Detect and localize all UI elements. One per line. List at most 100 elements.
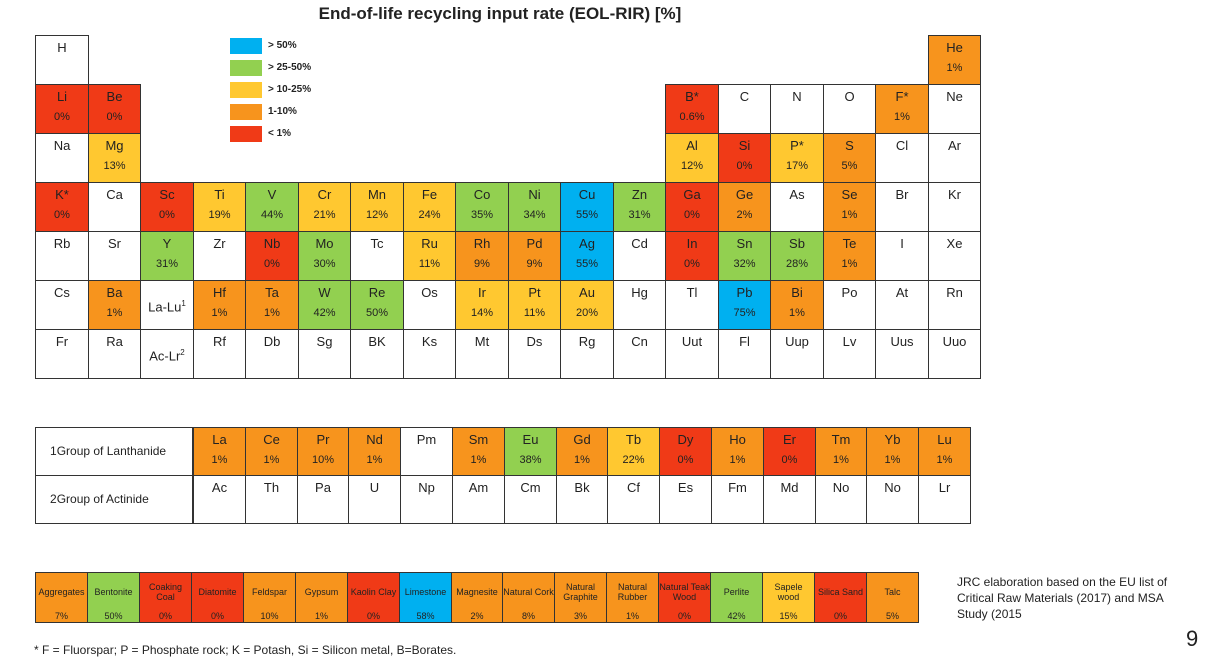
group-label-cell: 1Group of Lanthanide	[35, 427, 193, 476]
element-symbol: Po	[824, 285, 875, 300]
element-symbol: Kr	[929, 187, 980, 202]
element-cell: La 1%	[193, 427, 246, 476]
element-symbol-text: Ta	[265, 285, 279, 300]
material-name: Diatomite	[198, 586, 237, 597]
element-symbol-text: Er	[783, 432, 796, 447]
element-cell: Si 0%	[718, 133, 771, 183]
element-cell: Yb 1%	[866, 427, 919, 476]
element-symbol: Lr	[919, 480, 970, 495]
material-value: 5%	[885, 611, 899, 621]
material-name: Perlite	[723, 586, 750, 597]
element-symbol-text: Uus	[890, 334, 914, 349]
element-value: 19%	[208, 209, 231, 221]
element-symbol: Br	[876, 187, 928, 202]
element-symbol-text: Lv	[842, 334, 857, 349]
element-symbol: Cr	[299, 187, 350, 202]
element-symbol-text: Xe	[946, 236, 963, 251]
element-symbol: Uut	[666, 334, 718, 349]
element-symbol: Cs	[36, 285, 88, 300]
element-cell: Lr	[918, 475, 971, 524]
element-cell: Ar	[928, 133, 981, 183]
element-symbol: Pb	[719, 285, 770, 300]
element-symbol: Mo	[299, 236, 350, 251]
element-symbol: Lv	[824, 334, 875, 349]
element-symbol: Bk	[557, 480, 607, 495]
element-cell: Th	[245, 475, 298, 524]
element-symbol: Ne	[929, 89, 980, 104]
element-symbol-text: C	[739, 89, 750, 104]
element-symbol-text: O	[844, 89, 855, 104]
element-symbol: Am	[453, 480, 504, 495]
element-symbol-text: Tc	[370, 236, 384, 251]
element-symbol-text: Au	[579, 285, 595, 300]
element-value: 1%	[894, 111, 910, 123]
element-cell: No	[866, 475, 919, 524]
element-symbol: Ba	[89, 285, 140, 300]
material-value: 0%	[366, 611, 380, 621]
element-symbol-text: Bi	[791, 285, 803, 300]
element-symbol: F*	[876, 89, 928, 104]
element-symbol-text: Sn	[736, 236, 753, 251]
material-cell: Limestone 58%	[399, 572, 452, 623]
element-symbol-text: Se	[841, 187, 858, 202]
element-symbol: Fm	[712, 480, 763, 495]
element-cell: Li 0%	[35, 84, 89, 134]
material-value: 42%	[727, 611, 746, 621]
legend-label: > 10-25%	[268, 84, 312, 95]
element-cell: Sg	[298, 329, 351, 379]
element-cell: Am	[452, 475, 505, 524]
element-symbol: Mg	[89, 138, 140, 153]
element-symbol-text: N	[792, 89, 802, 104]
element-symbol: Zn	[614, 187, 665, 202]
element-symbol-text: Cf	[627, 480, 640, 495]
element-symbol: Fl	[719, 334, 770, 349]
element-cell: O	[823, 84, 876, 134]
element-symbol: Mn	[351, 187, 403, 202]
element-symbol-text: Pb	[736, 285, 753, 300]
element-cell: Mg 13%	[88, 133, 141, 183]
element-cell: N	[770, 84, 824, 134]
element-cell: Ga 0%	[665, 182, 719, 232]
element-symbol-text: Pd	[526, 236, 543, 251]
element-symbol: Ge	[719, 187, 770, 202]
material-cell: Natural Graphite 3%	[554, 572, 607, 623]
footnote-marker: 1	[50, 444, 57, 458]
element-cell: Y 31%	[140, 231, 194, 281]
element-symbol: Ar	[929, 138, 980, 153]
footnote-marker: 2	[50, 492, 57, 506]
element-symbol: Th	[246, 480, 297, 495]
element-symbol: Ta	[246, 285, 298, 300]
material-name: Feldspar	[251, 586, 287, 597]
element-symbol-text: Yb	[884, 432, 901, 447]
element-symbol: Os	[404, 285, 455, 300]
element-cell: Tb 22%	[607, 427, 660, 476]
element-symbol-text: Sb	[789, 236, 805, 251]
element-symbol-text: Cu	[578, 187, 596, 202]
element-cell: Ks	[403, 329, 456, 379]
element-symbol: Be	[89, 89, 140, 104]
material-name: Aggregates	[38, 586, 85, 597]
element-symbol: Nb	[246, 236, 298, 251]
material-name: Gypsum	[304, 586, 339, 597]
element-symbol: Ks	[404, 334, 455, 349]
element-symbol-text: Os	[421, 285, 438, 300]
element-symbol: Sr	[89, 236, 140, 251]
element-cell: Ti 19%	[193, 182, 246, 232]
material-name: Kaolin Clay	[350, 586, 397, 597]
element-cell: Nb 0%	[245, 231, 299, 281]
element-cell: Zn 31%	[613, 182, 666, 232]
element-cell: Sm 1%	[452, 427, 505, 476]
page-title: End-of-life recycling input rate (EOL-RI…	[318, 4, 682, 23]
element-cell: Co 35%	[455, 182, 509, 232]
element-symbol: Es	[660, 480, 711, 495]
element-value: 31%	[155, 258, 179, 270]
element-symbol-text: Br	[895, 187, 909, 202]
element-symbol-text: Ds	[526, 334, 543, 349]
element-value: 22%	[622, 454, 645, 466]
element-symbol-text: No	[884, 480, 901, 495]
element-symbol-text: Kr	[948, 187, 961, 202]
element-cell: Rh 9%	[455, 231, 509, 281]
element-value: 1%	[833, 454, 849, 466]
element-value: 31%	[628, 209, 651, 221]
element-cell: Zr	[193, 231, 246, 281]
